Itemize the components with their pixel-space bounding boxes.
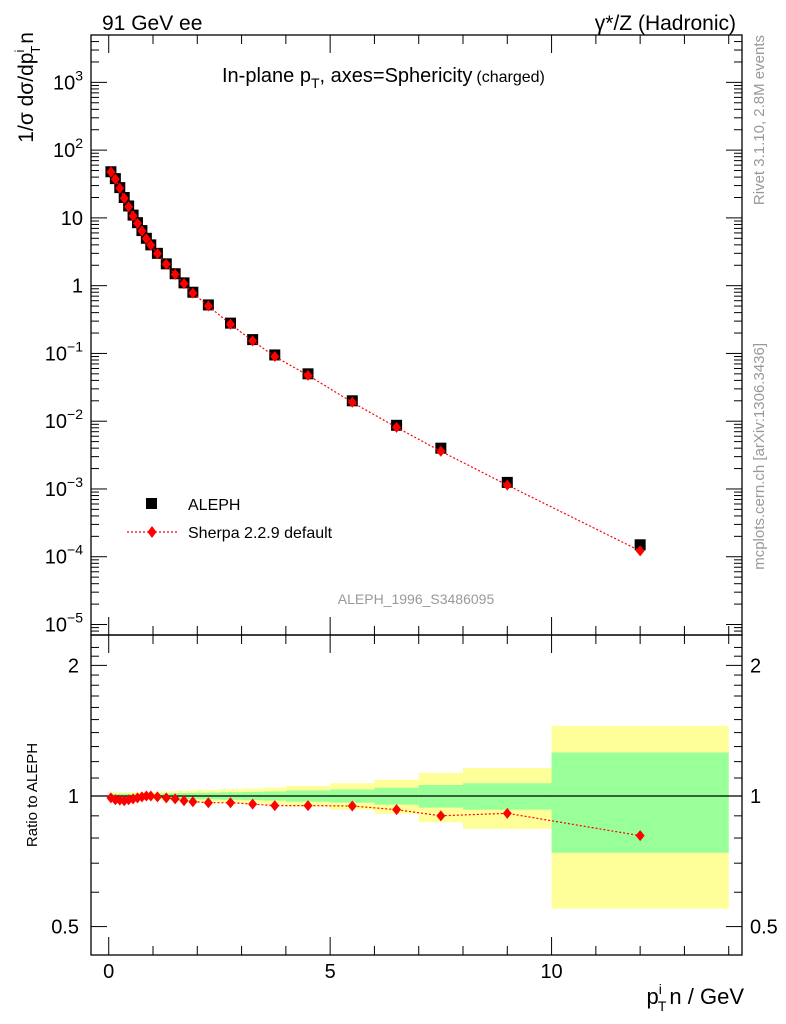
main-y-axis-label: 1/σ dσ/dpiTn: [12, 32, 43, 143]
main-y-tick-label: 1: [72, 276, 83, 298]
sherpa-point: [119, 192, 129, 204]
sherpa-point: [436, 445, 446, 457]
ratio-sherpa-point: [248, 798, 258, 810]
ratio-y-tick-label-right: 0.5: [750, 917, 778, 939]
sherpa-point: [502, 479, 512, 491]
ratio-sherpa-point: [188, 796, 198, 808]
main-y-tick-label: 10−3: [45, 474, 83, 501]
header-gamma: γ: [595, 12, 606, 35]
sherpa-point: [303, 369, 313, 381]
ratio-sherpa-point: [303, 800, 313, 812]
legend-aleph-marker: [146, 498, 157, 509]
ratio-y-tick-label-left: 0.5: [51, 917, 79, 939]
ratio-sherpa-point: [179, 795, 189, 807]
sherpa-point: [203, 300, 213, 312]
sherpa-point: [115, 182, 125, 194]
ratio-sherpa-point: [170, 793, 180, 805]
sherpa-point: [124, 201, 134, 213]
main-panel: 10−5 10−4 10−3 10−2 10−1 1 10 102 103: [45, 34, 743, 637]
ratio-sherpa-point: [152, 791, 162, 803]
sherpa-point: [635, 545, 645, 557]
ratio-plot-area: [91, 725, 742, 909]
sherpa-point: [248, 335, 258, 347]
sherpa-line: [110, 171, 641, 552]
sherpa-point: [146, 239, 156, 251]
ratio-panel: 0.5 0.5 1 1 2 2 0 5 10: [51, 634, 778, 983]
ratio-y-tick-label-left: 2: [68, 655, 79, 677]
header-right-rest: */Z (Hadronic): [605, 12, 736, 35]
main-y-tick-label: 10−2: [45, 406, 83, 433]
sherpa-point: [392, 421, 402, 433]
main-y-tick-label: 10−4: [45, 542, 83, 569]
sherpa-point: [152, 248, 162, 260]
ratio-y-tick-label-right: 1: [750, 786, 761, 808]
ratio-sherpa-point: [226, 797, 235, 809]
main-y-tick-label: 103: [53, 67, 83, 94]
sherpa-point: [270, 351, 280, 363]
ratio-sherpa-point: [436, 810, 446, 822]
ratio-y-tick-label-left: 1: [68, 786, 79, 808]
rivet-version-label: Rivet 3.1.10, 2.8M events: [751, 35, 768, 205]
sherpa-point: [226, 318, 235, 330]
sherpa-point: [141, 233, 151, 245]
legend-sherpa-label: Sherpa 2.2.9 default: [188, 525, 333, 542]
legend-sherpa-marker: [147, 526, 157, 538]
ratio-sherpa-point: [635, 830, 645, 842]
analysis-watermark: ALEPH_1996_S3486095: [338, 591, 495, 607]
x-tick-label: 10: [540, 961, 562, 983]
mcplots-label: mcplots.cern.ch [arXiv:1306.3436]: [751, 343, 768, 570]
sherpa-point: [188, 287, 198, 299]
sherpa-point: [133, 217, 142, 229]
header-left: 91 GeV ee: [102, 12, 202, 35]
ratio-tick-labels: 0.5 0.5 1 1 2 2 0 5 10: [51, 655, 778, 983]
sherpa-point: [106, 166, 116, 178]
sherpa-point: [110, 173, 120, 185]
sherpa-point: [128, 210, 138, 222]
ratio-y-tick-label-right: 2: [750, 655, 761, 677]
main-y-tick-label: 10−5: [45, 610, 83, 637]
sherpa-point: [347, 396, 357, 408]
main-y-ticks: [91, 34, 742, 636]
main-y-tick-label: 10: [61, 208, 83, 230]
legend: ALEPH Sherpa 2.2.9 default: [127, 497, 333, 542]
sherpa-point: [179, 278, 189, 290]
ratio-sherpa-point: [392, 804, 402, 816]
sherpa-point: [161, 258, 171, 270]
ratio-ticks: [91, 635, 742, 955]
ratio-sherpa-point: [347, 800, 357, 812]
header-right: γ*/Z (Hadronic): [595, 12, 736, 35]
main-title: In-plane pT, axes=Sphericity (charged): [222, 65, 545, 91]
aleph-data-point: [634, 539, 646, 551]
x-tick-label: 5: [325, 961, 336, 983]
ratio-sherpa-point: [203, 797, 213, 809]
legend-aleph-label: ALEPH: [188, 497, 240, 514]
ratio-sherpa-point: [502, 807, 512, 819]
ratio-sherpa-point: [161, 792, 171, 804]
main-y-tick-label: 102: [53, 135, 83, 162]
ratio-sherpa-point: [146, 790, 156, 802]
ratio-frame: [90, 634, 743, 956]
main-x-ticks: [108, 35, 730, 635]
ratio-frame-box: [90, 634, 743, 956]
ratio-sherpa-point: [270, 800, 280, 812]
x-tick-label: 0: [103, 961, 114, 983]
main-plot-area: [105, 166, 646, 557]
main-y-tick-labels: 10−5 10−4 10−3 10−2 10−1 1 10 102 103: [45, 67, 83, 636]
sherpa-point: [170, 268, 180, 280]
ratio-y-axis-label: Ratio to ALEPH: [24, 743, 41, 847]
sherpa-point: [137, 225, 147, 237]
main-y-tick-label: 10−1: [45, 338, 83, 365]
